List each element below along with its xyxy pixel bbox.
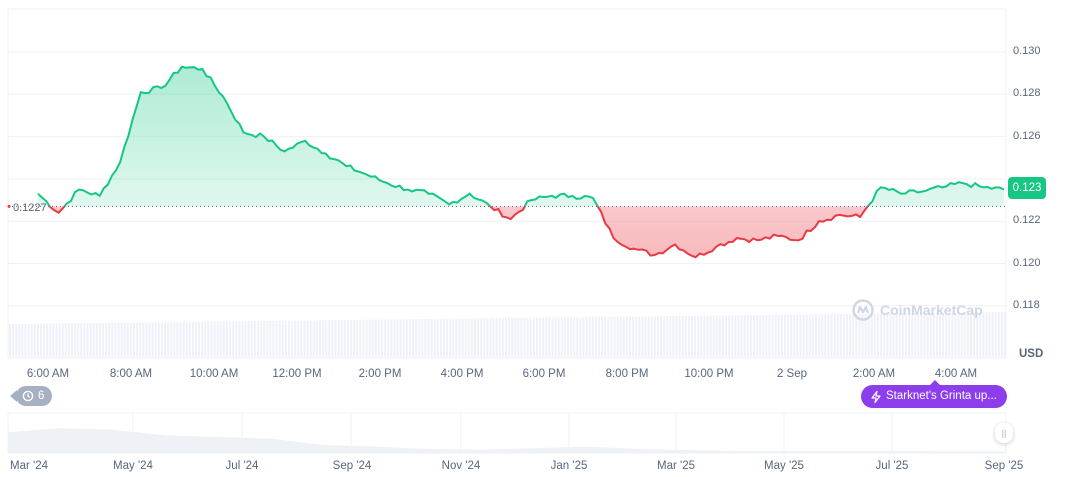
x-axis-tick: 6:00 AM <box>26 368 70 380</box>
x-axis-tick: 8:00 AM <box>109 368 153 380</box>
navigator-axis-tick: Sep '25 <box>984 460 1024 472</box>
navigator-range-handle[interactable]: || <box>995 423 1013 443</box>
x-axis-tick: 10:00 AM <box>189 368 239 380</box>
navigator-axis-tick: Jan '25 <box>550 460 588 472</box>
coinmarketcap-watermark: CoinMarketCap <box>852 299 983 321</box>
coinmarketcap-logo-icon <box>852 299 874 321</box>
y-axis-tick: 0.130 <box>1013 45 1041 57</box>
watermark-text: CoinMarketCap <box>880 302 983 318</box>
y-axis-tick: 0.128 <box>1013 87 1041 100</box>
navigator-axis-tick: May '25 <box>764 460 804 472</box>
history-clock-icon <box>22 390 34 402</box>
x-axis-tick: 8:00 PM <box>605 368 649 380</box>
navigator-axis-tick: May '24 <box>113 460 153 472</box>
history-count: 6 <box>38 390 45 402</box>
currency-label: USD <box>1019 348 1044 360</box>
drag-grip-icon: || <box>1001 428 1007 438</box>
x-axis-tick: 4:00 AM <box>934 368 978 380</box>
lightning-icon <box>871 390 881 403</box>
y-axis-tick: 0.122 <box>1013 214 1041 227</box>
navigator-axis-tick: Jul '25 <box>875 460 909 472</box>
current-price-badge: 0.123 <box>1008 177 1046 199</box>
baseline-price-label: 0.1227 <box>13 202 47 214</box>
x-axis-tick: 10:00 PM <box>684 368 734 380</box>
x-axis-tick: 6:00 PM <box>522 368 566 380</box>
navigator-axis-tick: Mar '24 <box>10 460 48 472</box>
x-axis-tick: 2:00 PM <box>358 368 402 380</box>
news-event-text: Starknet's Grinta up... <box>886 390 997 402</box>
news-event-badge[interactable]: Starknet's Grinta up... <box>861 380 1007 408</box>
navigator-axis-tick: Sep '24 <box>332 460 372 472</box>
x-axis-tick: 2:00 AM <box>852 368 896 380</box>
navigator-axis-tick: Jul '24 <box>225 460 259 472</box>
x-axis-tick: 2 Sep <box>776 368 808 380</box>
y-axis-tick: 0.126 <box>1013 129 1041 142</box>
y-axis-tick: 0.120 <box>1013 256 1041 269</box>
y-axis-tick: 0.118 <box>1013 298 1040 311</box>
navigator-axis-tick: Mar '25 <box>657 460 695 472</box>
navigator-axis-tick: Nov '24 <box>441 460 481 472</box>
x-axis-tick: 4:00 PM <box>440 368 484 380</box>
history-events-badge[interactable]: 6 <box>9 386 53 406</box>
x-axis-tick: 12:00 PM <box>272 368 322 380</box>
